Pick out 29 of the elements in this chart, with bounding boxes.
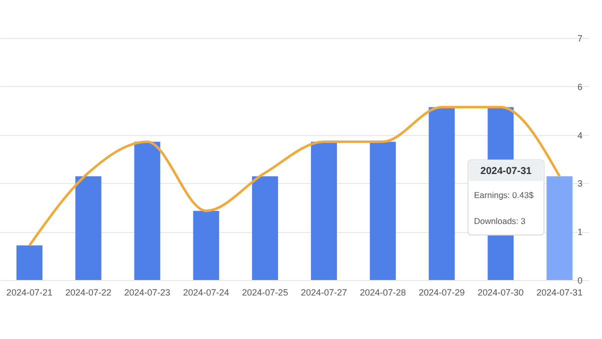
x-tick-label: 2024-07-24 xyxy=(183,288,230,298)
x-tick-label: 2024-07-23 xyxy=(124,288,170,298)
annotation: 2024-07-31 xyxy=(480,166,532,177)
bar xyxy=(134,142,160,280)
y-tick-label: 0 xyxy=(578,276,583,286)
bar xyxy=(75,176,102,280)
x-tick-label: 2024-07-25 xyxy=(242,288,288,298)
y-tick-label: 1 xyxy=(578,227,583,238)
bar xyxy=(310,142,337,280)
line-series xyxy=(28,106,561,247)
annotation: Earnings: 0.43$ xyxy=(474,190,534,200)
bar xyxy=(16,245,42,280)
annotation: Downloads: 3 xyxy=(474,216,526,226)
bar xyxy=(252,176,278,280)
y-tick-label: 4 xyxy=(578,130,583,140)
y-tick-label: 3 xyxy=(578,178,583,189)
y-tick-label: 6 xyxy=(578,82,583,92)
x-tick-label: 2024-07-30 xyxy=(478,288,524,298)
x-tick-label: 2024-07-29 xyxy=(418,288,465,298)
y-tick-label: 7 xyxy=(578,34,583,44)
x-tick-label: 2024-07-31 xyxy=(536,288,583,298)
bar xyxy=(546,176,573,280)
x-tick-label: 2024-07-22 xyxy=(65,288,112,298)
x-tick-label: 2024-07-27 xyxy=(300,288,347,298)
x-tick-label: 2024-07-28 xyxy=(360,288,406,298)
x-tick-label: 2024-07-21 xyxy=(6,288,52,298)
bar xyxy=(428,107,455,280)
bar xyxy=(193,210,220,280)
bar xyxy=(370,142,396,280)
